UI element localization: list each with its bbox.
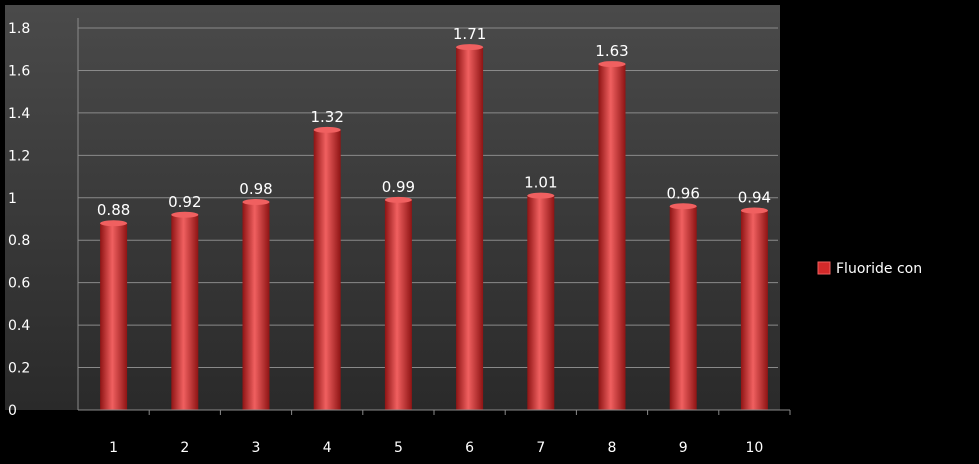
y-tick-label: 0.8 <box>8 233 30 249</box>
axes: 0 0.2 0.4 0.6 0.8 1 1.2 1.4 1.6 1.8 1 2 3 4 5 6 7 8 9 10 <box>8 18 791 456</box>
y-tick-label: 0.2 <box>8 361 30 377</box>
data-label: 0.92 <box>168 193 201 211</box>
bar <box>598 64 626 411</box>
data-label: 0.88 <box>97 201 130 219</box>
bar <box>171 214 199 410</box>
data-label: 1.71 <box>453 25 486 43</box>
legend-label: Fluoride con <box>836 261 922 277</box>
bar <box>740 210 768 410</box>
bar <box>669 206 697 410</box>
legend-swatch <box>817 261 831 275</box>
bar-cap <box>100 220 128 227</box>
bar-cap <box>242 199 270 206</box>
y-tick-label: 0 <box>8 403 17 419</box>
y-tick-label: 0.6 <box>8 276 30 292</box>
x-tick-label: 9 <box>679 440 688 456</box>
bar-cap <box>171 211 199 218</box>
data-label: 0.94 <box>738 189 771 207</box>
x-tick-label: 2 <box>180 440 189 456</box>
bars <box>100 44 768 411</box>
x-tick-label: 4 <box>323 440 332 456</box>
y-tick-label: 1.4 <box>8 106 30 122</box>
data-label: 1.01 <box>524 174 557 192</box>
legend: Fluoride con <box>817 261 922 277</box>
x-tick-label: 3 <box>252 440 261 456</box>
y-tick-label: 0.4 <box>8 318 30 334</box>
y-tick-label: 1 <box>8 191 17 207</box>
data-label: 0.99 <box>382 178 415 196</box>
data-label: 1.63 <box>595 42 628 60</box>
x-tick-label: 1 <box>109 440 118 456</box>
bar <box>242 202 270 410</box>
bar <box>384 199 412 410</box>
bar-cap <box>740 207 768 214</box>
bar-cap <box>456 44 484 51</box>
y-tick-label: 1.6 <box>8 63 30 79</box>
bar <box>100 223 128 410</box>
y-tick-label: 1.8 <box>8 21 30 37</box>
data-label: 0.96 <box>666 184 699 202</box>
bar <box>527 195 555 410</box>
x-tick-label: 5 <box>394 440 403 456</box>
data-label: 1.32 <box>310 108 343 126</box>
bar <box>456 47 484 410</box>
bar-cap <box>598 61 626 68</box>
x-tick-label: 10 <box>745 440 763 456</box>
x-tick-label: 6 <box>465 440 474 456</box>
x-tick-label: 8 <box>608 440 617 456</box>
bar-cap <box>313 126 341 133</box>
bar <box>313 129 341 410</box>
bar-cap <box>384 196 412 203</box>
data-label: 0.98 <box>239 180 272 198</box>
bar-cap <box>527 192 555 199</box>
x-tick-label: 7 <box>536 440 545 456</box>
bar-cap <box>669 203 697 210</box>
data-labels: 0.88 0.92 0.98 1.32 0.99 1.71 1.01 1.63 0.96 0.94 <box>97 25 771 219</box>
y-tick-label: 1.2 <box>8 148 30 164</box>
